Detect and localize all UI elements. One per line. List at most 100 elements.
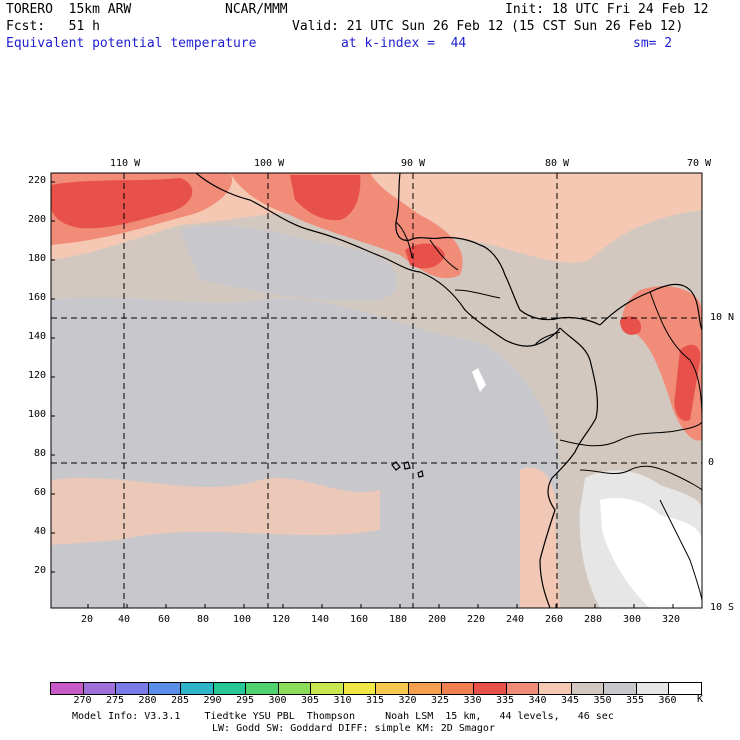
- legend-swatch: [180, 683, 213, 694]
- x-tick-320: 320: [662, 614, 681, 625]
- lon-label-80w: 80 W: [545, 158, 570, 169]
- border-col-ven: [649, 291, 702, 421]
- legend-swatch: [603, 683, 636, 694]
- coastline-galapagos: [391, 461, 424, 478]
- legend-label: 340: [528, 695, 547, 706]
- legend-swatch: [473, 683, 506, 694]
- legend-unit: K: [697, 694, 704, 705]
- forecast-hour: Fcst: 51 h: [6, 19, 100, 34]
- x-tick-60: 60: [158, 614, 171, 625]
- legend-swatch: [115, 683, 148, 694]
- border-honduras: [429, 239, 459, 271]
- border-col-ecu: [559, 421, 702, 447]
- smoothing: sm= 2: [633, 36, 673, 51]
- legend-swatch: [212, 683, 246, 694]
- lat-label-10n: 10 N: [710, 312, 735, 323]
- lon-label-70w: 70 W: [687, 158, 712, 169]
- legend-swatch: [668, 683, 701, 694]
- y-tick-100: 100: [27, 409, 46, 420]
- legend-label: 310: [333, 695, 352, 706]
- legend-label: 320: [398, 695, 417, 706]
- legend-label: 300: [268, 695, 287, 706]
- legend-swatch: [277, 683, 311, 694]
- lon-label-90w: 90 W: [401, 158, 426, 169]
- legend-swatch: [570, 683, 604, 694]
- field-gray-band: [51, 297, 560, 608]
- model-physics: LW: Godd SW: Goddard DIFF: simple KM: 2D…: [212, 723, 495, 734]
- legend-swatch: [310, 683, 343, 694]
- y-tick-200: 200: [27, 214, 46, 225]
- legend-label: 295: [235, 695, 255, 706]
- org-label: NCAR/MMM: [225, 2, 288, 17]
- field-red-nw: [51, 178, 193, 229]
- latlon-grid: [51, 173, 702, 608]
- field-pink-nw: [51, 173, 232, 245]
- legend-swatch: [147, 683, 181, 694]
- x-tick-80: 80: [197, 614, 210, 625]
- legend-swatch: [408, 683, 441, 694]
- legend-label: 270: [73, 695, 92, 706]
- field-salmon-south: [51, 477, 380, 545]
- legend-label: 285: [170, 695, 190, 706]
- legend-swatch: [440, 683, 474, 694]
- field-red-col: [620, 316, 641, 335]
- legend-label: 345: [560, 695, 580, 706]
- legend-label: 290: [203, 695, 222, 706]
- field-white-island: [472, 368, 486, 392]
- y-tick-140: 140: [27, 331, 46, 342]
- y-tick-60: 60: [33, 487, 46, 498]
- legend-swatch: [51, 683, 83, 694]
- field-red-east: [674, 344, 701, 421]
- lon-label-100w: 100 W: [254, 158, 285, 169]
- y-tick-80: 80: [33, 448, 46, 459]
- lon-label-110w: 110 W: [110, 158, 141, 169]
- y-tick-220: 220: [27, 175, 46, 186]
- x-tick-180: 180: [389, 614, 408, 625]
- coastline-mexico-ca: [195, 173, 561, 347]
- x-tick-160: 160: [350, 614, 369, 625]
- x-tick-40: 40: [118, 614, 131, 625]
- x-tick-200: 200: [428, 614, 447, 625]
- legend-label: 355: [625, 695, 645, 706]
- y-tick-20: 20: [33, 565, 46, 576]
- field-red-gt: [405, 243, 445, 269]
- lat-label-0: 0: [708, 457, 715, 468]
- border-ecu-peru: [579, 465, 702, 491]
- field-pink-east: [622, 286, 702, 441]
- border-guatemala: [395, 221, 413, 259]
- field-salmon-southeast: [520, 467, 560, 608]
- legend-label: 315: [365, 695, 385, 706]
- x-tick-300: 300: [623, 614, 642, 625]
- x-tick-260: 260: [545, 614, 564, 625]
- coastline-caribbean: [395, 173, 601, 326]
- coastline-south-america: [539, 327, 599, 608]
- legend-swatch: [375, 683, 409, 694]
- x-tick-20: 20: [81, 614, 94, 625]
- model-title: TORERO 15km ARW: [6, 2, 132, 17]
- x-tick-280: 280: [584, 614, 603, 625]
- model-info: Model Info: V3.3.1 Tiedtke YSU PBL Thomp…: [72, 711, 614, 722]
- legend-swatch: [245, 683, 278, 694]
- border-panama: [534, 331, 561, 346]
- x-tick-120: 120: [272, 614, 291, 625]
- country-borders: [395, 221, 702, 601]
- legend-swatch: [342, 683, 376, 694]
- x-tick-240: 240: [506, 614, 525, 625]
- field-name: Equivalent potential temperature: [6, 36, 257, 51]
- y-tick-160: 160: [27, 292, 46, 303]
- field-lightgray-andes: [579, 470, 702, 608]
- legend-label: 335: [495, 695, 515, 706]
- coastlines: [195, 173, 702, 608]
- coastline-colombia-north: [599, 283, 702, 331]
- legend-label: 325: [430, 695, 450, 706]
- field-salmon-north: [51, 173, 702, 263]
- y-tick-180: 180: [27, 253, 46, 264]
- y-tick-40: 40: [33, 526, 46, 537]
- border-nicaragua: [454, 289, 501, 299]
- legend-label: 305: [300, 695, 320, 706]
- legend-label: 275: [105, 695, 125, 706]
- map-frame: [50, 172, 703, 609]
- lat-label-10s: 10 S: [710, 602, 735, 613]
- field-red-coast: [290, 175, 361, 221]
